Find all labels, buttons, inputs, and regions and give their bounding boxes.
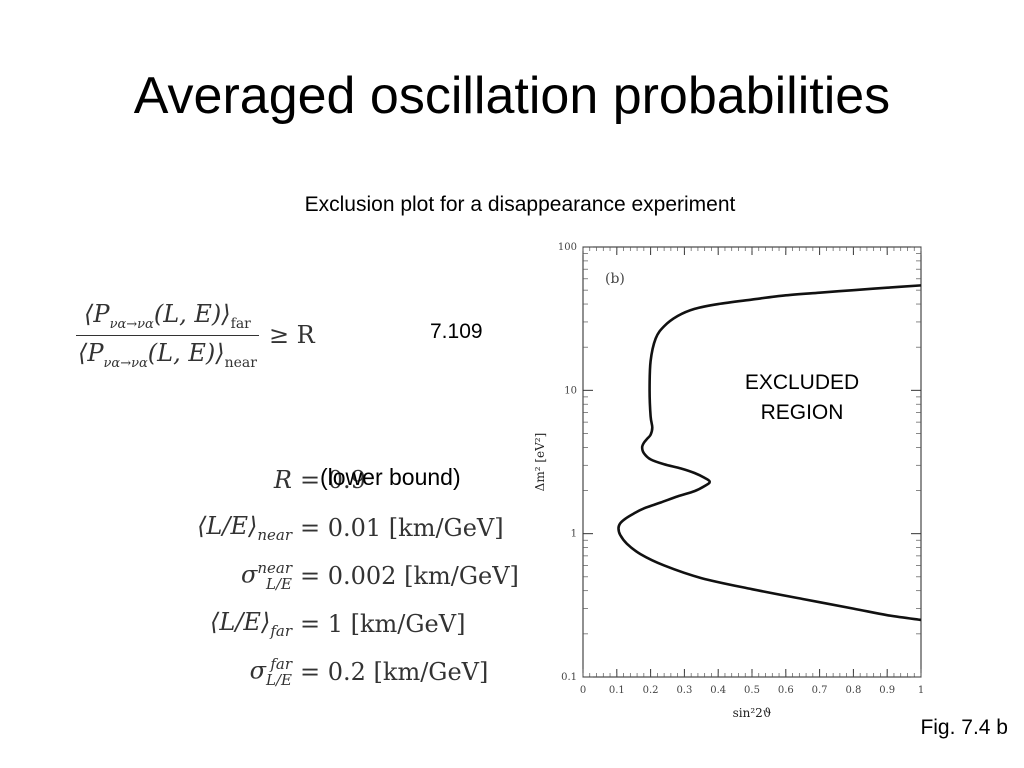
exclusion-curve (617, 284, 922, 622)
probability-fraction: ⟨Pνα→να(L, E)⟩far ⟨Pνα→να(L, E)⟩near (76, 300, 259, 371)
fraction-numerator: ⟨Pνα→να(L, E)⟩far (84, 300, 251, 332)
x-tick-label: 1 (918, 685, 924, 696)
x-tick-label: 0.8 (845, 685, 861, 696)
x-tick-label: 0.7 (812, 685, 828, 696)
y-tick-label: 1 (571, 529, 577, 540)
x-axis-label: sin²2ϑ (733, 706, 772, 720)
y-axis-label: Δm² [eV²] (533, 433, 547, 492)
lower-bound-note: (lower bound) (320, 464, 461, 490)
probability-ratio-equation: ⟨Pνα→να(L, E)⟩far ⟨Pνα→να(L, E)⟩near ≥ R (76, 300, 315, 371)
excluded-region-label-line2: REGION (761, 401, 844, 424)
parameter-row: σ near L/E = 0.002 [km/GeV] (240, 559, 519, 593)
x-tick-labels: 0 0.1 0.2 0.3 0.4 0.5 0.6 0.7 0.8 0.9 1 (580, 685, 924, 696)
equation-number: 7.109 (430, 320, 483, 343)
x-tick-label: 0.3 (676, 685, 692, 696)
slide-subtitle: Exclusion plot for a disappearance exper… (304, 193, 736, 216)
parameter-row: ⟨L/E⟩far = 1 [km/GeV] (210, 608, 466, 640)
panel-label: (b) (605, 271, 625, 287)
x-tick-label: 0.2 (643, 685, 659, 696)
x-tick-label: 0.1 (609, 685, 625, 696)
y-tick-label: 100 (558, 242, 577, 253)
slide-title: Averaged oscillation probabilities (133, 67, 891, 125)
parameter-list: R = 0.9 ⟨L/E⟩near = 0.01 [km/GeV] σ near L… (90, 456, 519, 696)
axis-ticks (582, 246, 922, 678)
y-tick-label: 10 (564, 385, 577, 396)
fraction-bar (76, 334, 259, 336)
parameter-row: ⟨L/E⟩near = 0.01 [km/GeV] (197, 512, 504, 544)
figure-caption: Fig. 7.4 b (920, 716, 1008, 739)
y-tick-label: 0.1 (561, 672, 577, 683)
x-tick-label: 0.9 (879, 685, 895, 696)
x-tick-label: 0.4 (710, 685, 726, 696)
fraction-denominator: ⟨Pνα→να(L, E)⟩near (78, 338, 257, 371)
x-tick-label: 0.6 (778, 685, 794, 696)
x-tick-label: 0.5 (744, 685, 760, 696)
exclusion-plot: 0 0.1 0.2 0.3 0.4 0.5 0.6 0.7 0.8 0.9 1 0.1110100 … (533, 242, 924, 720)
x-tick-label: 0 (580, 685, 586, 696)
parameter-row: σ far L/E = 0.2 [km/GeV] (249, 655, 489, 689)
excluded-region-label-line1: EXCLUDED (745, 371, 859, 394)
relation-geq-r: ≥ R (268, 321, 315, 350)
parameter-row: R = 0.9 (273, 466, 366, 494)
y-tick-labels: 0.1 1 10 100 (558, 242, 577, 683)
